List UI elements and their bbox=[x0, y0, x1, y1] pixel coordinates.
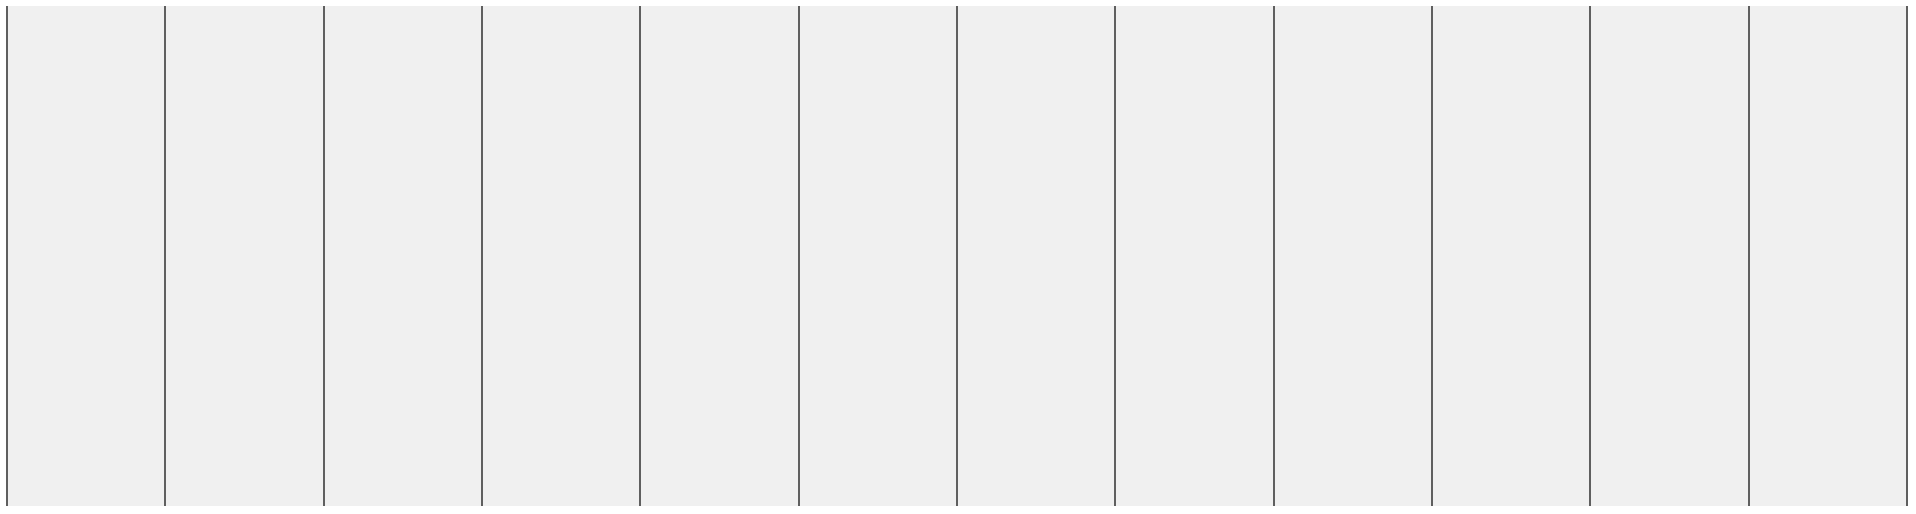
panel-column-6 bbox=[800, 6, 958, 506]
panel-column-3 bbox=[325, 6, 483, 506]
panel-column-4 bbox=[483, 6, 642, 506]
panel-column-2 bbox=[166, 6, 325, 506]
panel-column-1 bbox=[6, 6, 167, 506]
panel-column-5 bbox=[641, 6, 800, 506]
panel-column-11 bbox=[1591, 6, 1750, 506]
panel-column-8 bbox=[1116, 6, 1275, 506]
panel-column-7 bbox=[958, 6, 1117, 506]
panel-column-9 bbox=[1275, 6, 1433, 506]
column-panel bbox=[6, 6, 1908, 506]
panel-column-10 bbox=[1433, 6, 1592, 506]
panel-column-12 bbox=[1750, 6, 1908, 506]
